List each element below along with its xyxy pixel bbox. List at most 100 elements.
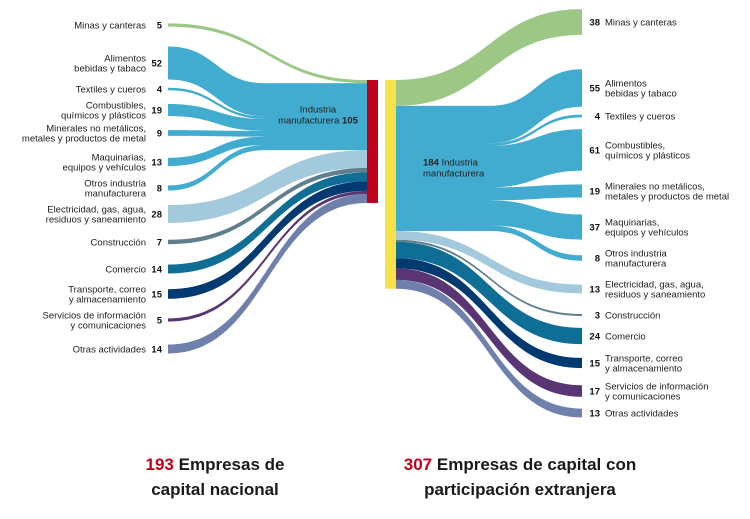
extranjera-label-transporte: y almacenamiento: [605, 364, 682, 375]
extranjera-value-combustibles: 61: [589, 146, 600, 157]
nacional-manufactura-band: [265, 83, 367, 151]
extranjera-value-otras: 13: [589, 409, 600, 420]
nacional-flow-transporte: [168, 181, 367, 299]
nacional-manufactura-label: manufacturera 105: [278, 116, 358, 127]
nacional-flow-minas: [168, 23, 367, 84]
extranjera-title-line1: Empresas de capital con: [436, 455, 637, 474]
extranjera-flow-minas: [396, 9, 582, 106]
nacional-label-construccion: Construcción: [91, 238, 146, 249]
nacional-flow-textiles: [168, 87, 265, 119]
nacional-flow-alimentos: [168, 46, 265, 117]
nacional-label-alimentos: bebidas y tabaco: [74, 64, 146, 75]
nacional-label-minerales: Minerales no metálicos,: [46, 124, 146, 135]
extranjera-label-comercio: Comercio: [605, 332, 646, 343]
extranjera-label-alimentos: bebidas y tabaco: [605, 89, 677, 100]
extranjera-label-maquinarias: Maquinarias,: [605, 218, 659, 229]
extranjera-flow-electricidad: [396, 230, 582, 294]
nacional-value-otros-ind: 8: [157, 184, 162, 195]
nacional-label-alimentos: Alimentos: [104, 54, 146, 65]
nacional-flow-minerales: [168, 130, 265, 137]
nacional-label-otras: Otras actividades: [73, 345, 147, 356]
extranjera-value-servicios: 17: [589, 387, 600, 398]
nacional-manufactura-label: Industria: [300, 105, 337, 116]
extranjera-flow-construccion: [396, 239, 582, 317]
nacional-label-servicios: Servicios de información: [43, 311, 147, 322]
nacional-label-otros-ind: Otros industria: [84, 179, 146, 190]
nacional-label-textiles: Textiles y cueros: [76, 85, 146, 96]
extranjera-manufactura-label: 184 Industria: [423, 157, 479, 168]
extranjera-label-servicios: Servicios de información: [605, 382, 709, 393]
nacional-flow-maquinarias: [168, 136, 265, 167]
extranjera-flow-maquinarias: [490, 200, 582, 240]
nacional-label-electricidad: Electricidad, gas, agua,: [47, 205, 146, 216]
extranjera-label-alimentos: Alimentos: [605, 79, 647, 90]
extranjera-title-line2: participación extranjera: [424, 480, 616, 499]
nacional-label-servicios: y comunicaciones: [70, 321, 146, 332]
nacional-value-servicios: 5: [157, 316, 163, 327]
nacional-label-combustibles: químicos y plásticos: [61, 111, 146, 122]
extranjera-label-otros-ind: Otros industria: [605, 249, 667, 260]
nacional-label-transporte: Transporte, correo: [68, 285, 146, 296]
nacional-value-transporte: 15: [151, 290, 162, 301]
nacional-flow-otros-ind: [168, 144, 265, 191]
nacional-label-maquinarias: equipos y vehículos: [63, 163, 147, 174]
extranjera-value-textiles: 4: [595, 112, 601, 123]
extranjera-value-maquinarias: 37: [589, 223, 600, 234]
nacional-value-combustibles: 19: [151, 106, 162, 117]
nacional-flow-comercio: [168, 172, 367, 274]
nacional-label-minerales: metales y productos de metal: [22, 134, 146, 145]
extranjera-label-electricidad: residuos y saneamiento: [605, 290, 705, 301]
extranjera-flow-combustibles: [490, 129, 582, 188]
extranjera-label-transporte: Transporte, correo: [605, 354, 683, 365]
extranjera-label-textiles: Textiles y cueros: [605, 112, 675, 123]
extranjera-label-combustibles: Combustibles,: [605, 141, 665, 152]
nacional-total-bar: [367, 80, 378, 203]
nacional-label-combustibles: Combustibles,: [86, 101, 146, 112]
nacional-flow-servicios: [168, 190, 367, 322]
extranjera-manufactura-band: [396, 105, 490, 231]
extranjera-value-minas: 38: [589, 18, 600, 29]
nacional-value-minas: 5: [157, 21, 163, 32]
extranjera-label-combustibles: químicos y plásticos: [605, 151, 690, 162]
extranjera-total: 307: [403, 455, 433, 474]
nacional-value-alimentos: 52: [151, 59, 162, 70]
extranjera-value-comercio: 24: [589, 332, 600, 343]
extranjera-value-electricidad: 13: [589, 285, 600, 296]
extranjera-flow-transporte: [396, 258, 582, 369]
extranjera-label-electricidad: Electricidad, gas, agua,: [605, 280, 704, 291]
nacional-title-line1: Empresas de: [178, 455, 285, 474]
nacional-caption: 193 Empresas de capital nacional: [65, 452, 365, 502]
extranjera-label-otras: Otras actividades: [605, 409, 679, 420]
extranjera-value-otros-ind: 8: [595, 254, 600, 265]
extranjera-label-minerales: metales y productos de metal: [605, 192, 729, 203]
extranjera-flow-textiles: [490, 114, 582, 146]
extranjera-value-minerales: 19: [589, 187, 600, 198]
nacional-label-transporte: y almacenamiento: [69, 295, 146, 306]
extranjera-flow-otras: [396, 279, 582, 418]
extranjera-value-transporte: 15: [589, 359, 600, 370]
nacional-total: 193: [145, 455, 174, 474]
extranjera-label-servicios: y comunicaciones: [605, 392, 681, 403]
extranjera-caption: 307 Empresas de capital con participació…: [370, 452, 670, 502]
extranjera-flow-servicios: [396, 268, 582, 397]
extranjera-flow-alimentos: [490, 69, 582, 144]
extranjera-label-minas: Minas y canteras: [605, 18, 677, 29]
nacional-flow-otras: [168, 194, 367, 354]
nacional-value-minerales: 9: [157, 129, 162, 140]
extranjera-value-alimentos: 55: [589, 84, 600, 95]
nacional-value-construccion: 7: [157, 238, 162, 249]
extranjera-label-maquinarias: equipos y vehículos: [605, 228, 689, 239]
nacional-label-minas: Minas y canteras: [74, 21, 146, 32]
extranjera-flow-minerales: [490, 184, 582, 201]
extranjera-flow-otros-ind: [490, 225, 582, 261]
extranjera-label-construccion: Construcción: [605, 311, 660, 322]
nacional-value-maquinarias: 13: [151, 158, 162, 169]
nacional-title-line2: capital nacional: [151, 480, 279, 499]
extranjera-value-construccion: 3: [595, 311, 600, 322]
extranjera-label-minerales: Minerales no metálicos,: [605, 182, 705, 193]
nacional-flow-combustibles: [168, 103, 265, 131]
extranjera-flow-comercio: [396, 241, 582, 345]
extranjera-total-bar: [385, 80, 396, 289]
